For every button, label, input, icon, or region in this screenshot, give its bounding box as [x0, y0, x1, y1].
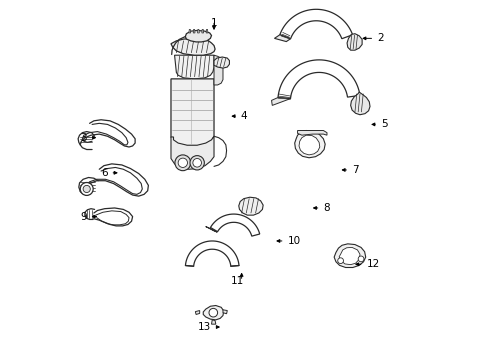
Polygon shape [274, 35, 290, 41]
Text: 6: 6 [101, 168, 107, 178]
Text: 3: 3 [80, 133, 86, 143]
Circle shape [80, 183, 93, 195]
Polygon shape [214, 57, 229, 68]
Polygon shape [171, 39, 215, 55]
Polygon shape [279, 9, 352, 39]
Polygon shape [238, 197, 263, 215]
Text: 1: 1 [210, 18, 217, 28]
Circle shape [190, 156, 204, 170]
Circle shape [208, 309, 217, 317]
Polygon shape [339, 247, 359, 265]
Circle shape [178, 158, 187, 167]
Polygon shape [193, 30, 195, 33]
Polygon shape [185, 31, 211, 42]
Text: 9: 9 [80, 212, 86, 221]
Polygon shape [346, 34, 362, 50]
Text: 4: 4 [241, 111, 247, 121]
Polygon shape [211, 320, 215, 324]
Polygon shape [171, 79, 214, 146]
Text: 5: 5 [380, 120, 386, 129]
Polygon shape [188, 30, 190, 33]
Text: 2: 2 [376, 33, 383, 43]
Polygon shape [197, 30, 199, 33]
Polygon shape [297, 131, 326, 135]
Polygon shape [185, 241, 239, 266]
Polygon shape [214, 55, 223, 85]
Circle shape [337, 258, 343, 264]
Text: 8: 8 [323, 203, 329, 213]
Circle shape [357, 256, 363, 262]
Circle shape [192, 158, 201, 167]
Polygon shape [171, 136, 214, 169]
Polygon shape [333, 244, 365, 267]
Polygon shape [223, 310, 227, 314]
Polygon shape [203, 306, 223, 320]
Text: 12: 12 [366, 259, 379, 269]
Circle shape [175, 155, 190, 171]
Polygon shape [174, 55, 214, 79]
Text: 10: 10 [287, 236, 300, 246]
Text: 11: 11 [231, 276, 244, 286]
Polygon shape [294, 131, 325, 158]
Polygon shape [278, 60, 359, 99]
Polygon shape [206, 30, 207, 33]
Circle shape [83, 185, 90, 193]
Polygon shape [210, 214, 259, 236]
Polygon shape [271, 98, 290, 105]
Polygon shape [202, 30, 203, 33]
Text: 7: 7 [351, 165, 358, 175]
Polygon shape [350, 92, 369, 115]
Polygon shape [298, 135, 319, 155]
Polygon shape [205, 226, 217, 232]
Polygon shape [195, 311, 199, 315]
Text: 13: 13 [198, 322, 211, 332]
